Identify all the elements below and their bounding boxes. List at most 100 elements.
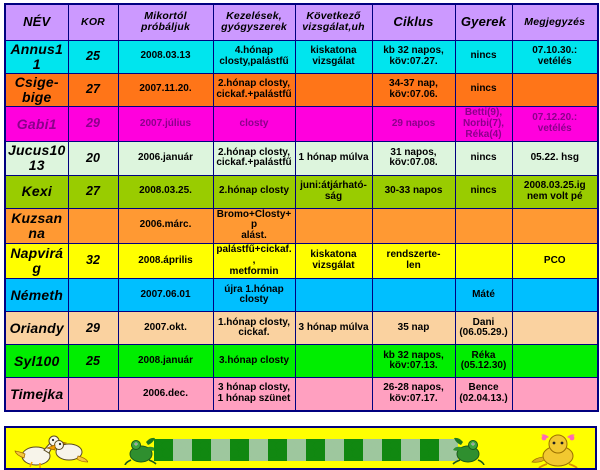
cell-ciklus[interactable]: kb 32 napos, köv:07.13. (371, 344, 456, 379)
cell-kezelesek[interactable]: 2.hónap closty, cickaf.+palástfű (212, 72, 296, 107)
cell-kor[interactable] (67, 377, 119, 412)
cell-gyerek[interactable]: nincs (454, 141, 513, 176)
cell-kovetkezo[interactable] (294, 105, 373, 143)
cell-kor[interactable]: 27 (67, 174, 119, 209)
cell-ciklus[interactable]: 34-37 nap, köv:07.06. (371, 72, 456, 107)
cell-kovetkezo[interactable]: 1 hónap múlva (294, 141, 373, 176)
cell-megjegyzes[interactable]: 07.12.20.: vetélés (511, 105, 599, 143)
column-header-kor[interactable]: KOR (67, 3, 119, 41)
cell-kovetkezo[interactable]: 3 hónap múlva (294, 311, 373, 346)
cell-megjegyzes[interactable] (511, 311, 599, 346)
cell-megjegyzes[interactable] (511, 72, 599, 107)
cell-megjegyzes[interactable]: 07.10.30.: vetélés (511, 39, 599, 74)
cell-kovetkezo[interactable] (294, 72, 373, 107)
cell-kor[interactable]: 27 (67, 72, 119, 107)
cell-gyerek[interactable]: Bence (02.04.13.) (454, 377, 513, 412)
cell-kezelesek[interactable]: újra 1.hónap closty (212, 278, 296, 313)
cell-mikortol[interactable]: 2006.dec. (117, 377, 214, 412)
cell-gyerek[interactable]: Réka (05.12.30) (454, 344, 513, 379)
cell-megjegyzes[interactable]: 2008.03.25.ig nem volt pé (511, 174, 599, 209)
cell-kovetkezo[interactable] (294, 344, 373, 379)
cell-kezelesek[interactable]: Bromo+Closty+p alást. (212, 207, 296, 244)
cell-mikortol[interactable]: 2008.03.13 (117, 39, 214, 74)
cell-mikortol[interactable]: 2007.06.01 (117, 278, 214, 313)
cell-kovetkezo[interactable]: kiskatona vizsgálat (294, 39, 373, 74)
cell-kor[interactable]: 25 (67, 39, 119, 74)
column-header-ciklus[interactable]: Ciklus (371, 3, 456, 41)
cell-kezelesek[interactable]: 3.hónap closty (212, 344, 296, 379)
cell-kovetkezo[interactable] (294, 278, 373, 313)
cell-nev[interactable]: Csige-bige (4, 72, 69, 107)
cell-gyerek[interactable] (454, 207, 513, 244)
cell-nev[interactable]: Kuzsanna (4, 207, 69, 244)
cell-gyerek[interactable]: Máté (454, 278, 513, 313)
cell-mikortol[interactable]: 2007.július (117, 105, 214, 143)
cell-mikortol[interactable]: 2008.03.25. (117, 174, 214, 209)
cell-kezelesek[interactable]: closty (212, 105, 296, 143)
cell-kor[interactable]: 25 (67, 344, 119, 379)
cell-megjegyzes[interactable] (511, 377, 599, 412)
cell-nev[interactable]: Annus11 (4, 39, 69, 74)
cell-megjegyzes[interactable]: PCO (511, 242, 599, 280)
cell-nev[interactable]: Napvirág (4, 242, 69, 280)
column-header-gyerek[interactable]: Gyerek (454, 3, 513, 41)
column-header-mikortol[interactable]: Mikortól próbáljuk (117, 3, 214, 41)
column-header-megjegyzes[interactable]: Megjegyzés (511, 3, 599, 41)
cell-ciklus[interactable]: kb 32 napos, köv:07.27. (371, 39, 456, 74)
cell-kovetkezo[interactable] (294, 377, 373, 412)
cell-ciklus[interactable]: rendszerte-len (371, 242, 456, 280)
cell-mikortol[interactable]: 2007.okt. (117, 311, 214, 346)
cell-nev[interactable]: Németh (4, 278, 69, 313)
cell-ciklus[interactable]: 30-33 napos (371, 174, 456, 209)
header-row: NÉV KOR Mikortól próbáljuk Kezelések, gy… (4, 3, 599, 41)
column-header-kezelesek[interactable]: Kezelések, gyógyszerek (212, 3, 296, 41)
cell-kezelesek[interactable]: 4.hónap closty,palástfű (212, 39, 296, 74)
cell-kor[interactable]: 29 (67, 311, 119, 346)
cell-ciklus[interactable] (371, 207, 456, 244)
column-header-kovetkezo[interactable]: Következő vizsgálat,uh (294, 3, 373, 41)
column-header-nev[interactable]: NÉV (4, 3, 69, 41)
cell-nev[interactable]: Kexi (4, 174, 69, 209)
geese-icon (14, 435, 88, 468)
cell-kor[interactable] (67, 278, 119, 313)
cell-mikortol[interactable]: 2006.január (117, 141, 214, 176)
cell-gyerek[interactable]: Dani (06.05.29.) (454, 311, 513, 346)
cell-ciklus[interactable]: 31 napos, köv:07.08. (371, 141, 456, 176)
cell-nev[interactable]: Timejka (4, 377, 69, 412)
cell-megjegyzes[interactable] (511, 278, 599, 313)
cell-gyerek[interactable]: nincs (454, 174, 513, 209)
cell-gyerek[interactable] (454, 242, 513, 280)
table-row: Kuzsanna 2006.márc. Bromo+Closty+p alást. (4, 207, 599, 244)
cell-kezelesek[interactable]: palástfű+cickaf., metformin (212, 242, 296, 280)
cell-kezelesek[interactable]: 1.hónap closty, cickaf. (212, 311, 296, 346)
cell-megjegyzes[interactable] (511, 344, 599, 379)
cell-kezelesek[interactable]: 2.hónap closty, cickaf.+palástfű (212, 141, 296, 176)
cell-nev[interactable]: Oriandy (4, 311, 69, 346)
cell-megjegyzes[interactable] (511, 207, 599, 244)
cell-ciklus[interactable]: 35 nap (371, 311, 456, 346)
cell-gyerek[interactable]: nincs (454, 39, 513, 74)
cell-kovetkezo[interactable]: kiskatona vizsgálat (294, 242, 373, 280)
cell-megjegyzes[interactable]: 05.22. hsg (511, 141, 599, 176)
cell-ciklus[interactable] (371, 278, 456, 313)
cell-kezelesek[interactable]: 2.hónap closty (212, 174, 296, 209)
cell-kovetkezo[interactable]: juni:átjárható-ság (294, 174, 373, 209)
cell-kor[interactable] (67, 207, 119, 244)
cell-nev[interactable]: Syl100 (4, 344, 69, 379)
cell-kovetkezo[interactable] (294, 207, 373, 244)
cell-ciklus[interactable]: 29 napos (371, 105, 456, 143)
cell-kor[interactable]: 29 (67, 105, 119, 143)
cell-mikortol[interactable]: 2006.márc. (117, 207, 214, 244)
cell-kor[interactable]: 32 (67, 242, 119, 280)
cell-gyerek[interactable]: Betti(9), Norbi(7), Réka(4) (454, 105, 513, 143)
cell-kezelesek[interactable]: 3 hónap closty, 1 hónap szünet (212, 377, 296, 412)
cell-mikortol[interactable]: 2007.11.20. (117, 72, 214, 107)
cell-mikortol[interactable]: 2008.január (117, 344, 214, 379)
cell-nev[interactable]: Jucus1013 (4, 141, 69, 176)
cell-mikortol[interactable]: 2008.április (117, 242, 214, 280)
cell-kor[interactable]: 20 (67, 141, 119, 176)
frog-icon (124, 437, 157, 465)
cell-nev[interactable]: Gabi1 (4, 105, 69, 143)
cell-gyerek[interactable]: nincs (454, 72, 513, 107)
cell-ciklus[interactable]: 26-28 napos, köv:07.17. (371, 377, 456, 412)
